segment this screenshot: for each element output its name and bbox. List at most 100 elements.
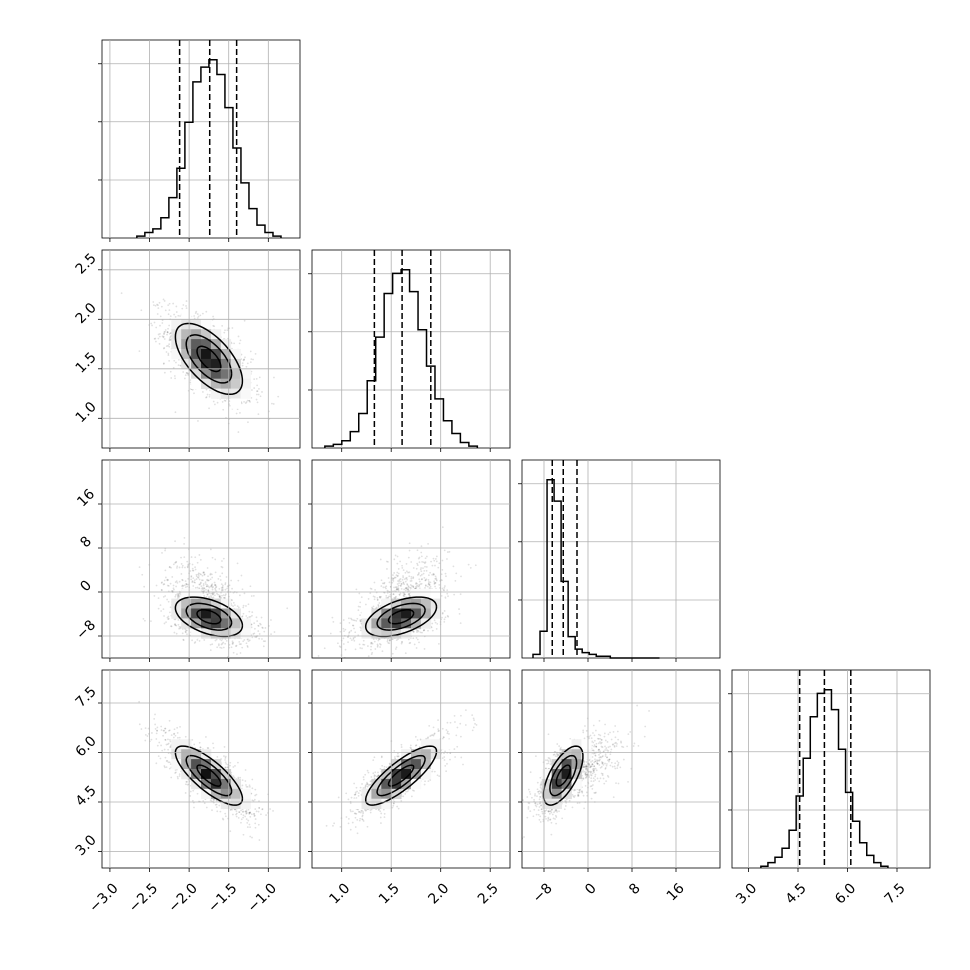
scatter-point [202, 592, 205, 595]
scatter-point [430, 560, 432, 563]
scatter-point [408, 549, 411, 552]
scatter-point [436, 622, 439, 625]
scatter-point [402, 576, 405, 579]
scatter-point [422, 561, 425, 564]
scatter-point [240, 643, 242, 645]
scatter-point [246, 362, 249, 365]
scatter-point [164, 549, 166, 552]
scatter-point [191, 580, 194, 583]
scatter-point [168, 566, 171, 568]
scatter-point [161, 322, 164, 324]
scatter-point [252, 358, 254, 361]
scatter-point [408, 593, 411, 596]
scatter-point [217, 644, 220, 647]
scatter-point [206, 579, 209, 582]
scatter-point [187, 372, 190, 375]
density-cell [430, 608, 442, 619]
scatter-point [446, 589, 449, 592]
scatter-point [353, 619, 356, 622]
scatter-point [252, 594, 255, 597]
scatter-point [197, 575, 200, 577]
scatter-point [164, 309, 167, 312]
scatter-point [164, 766, 166, 769]
scatter-point [359, 619, 362, 622]
scatter-point [212, 592, 215, 594]
scatter-point [405, 587, 407, 589]
density-cell [230, 368, 241, 380]
scatter-point [397, 584, 400, 587]
density-cell [381, 628, 392, 639]
density-cell [210, 628, 222, 639]
scatter-point [257, 413, 260, 416]
scatter-point [246, 638, 249, 641]
scatter-point [431, 564, 434, 567]
scatter-point [253, 622, 256, 625]
scatter-point [469, 566, 472, 569]
scatter-point [441, 559, 444, 562]
scatter-point [423, 569, 426, 572]
scatter-point [376, 645, 379, 648]
scatter-point [214, 558, 217, 561]
scatter-point [200, 579, 203, 582]
scatter-point [412, 576, 415, 579]
scatter-point [257, 624, 260, 627]
density-cell [191, 358, 202, 370]
scatter-point [196, 586, 199, 589]
density-cell [220, 378, 232, 389]
scatter-point [216, 401, 219, 404]
scatter-point [208, 592, 211, 595]
density-cell [191, 349, 202, 360]
density-cell [240, 368, 251, 380]
scatter-point [415, 586, 418, 589]
scatter-point [166, 578, 169, 581]
scatter-point [244, 810, 247, 813]
scatter-point [220, 586, 223, 589]
density-cell [181, 598, 192, 609]
scatter-point [159, 757, 162, 760]
scatter-point [195, 575, 198, 578]
density-cell [240, 388, 251, 399]
scatter-point [362, 639, 365, 642]
scatter-point [218, 595, 221, 598]
scatter-point [217, 643, 220, 646]
scatter-point [400, 642, 403, 645]
scatter-point [403, 593, 406, 596]
scatter-point [169, 582, 172, 585]
scatter-point [403, 595, 406, 598]
scatter-point [378, 642, 381, 645]
scatter-point [394, 648, 397, 650]
scatter-point [216, 810, 219, 813]
scatter-point [393, 558, 396, 561]
scatter-point [165, 743, 168, 746]
scatter-point [186, 585, 189, 588]
scatter-point [203, 594, 206, 597]
scatter-point [151, 732, 153, 734]
scatter-point [385, 587, 387, 590]
scatter-point [240, 353, 243, 356]
scatter-point [235, 645, 237, 648]
scatter-point [249, 350, 252, 353]
scatter-point [447, 615, 450, 618]
scatter-point [232, 813, 234, 816]
histogram-step-line [532, 479, 660, 659]
scatter-point [216, 592, 218, 595]
scatter-point [223, 331, 226, 334]
scatter-point [166, 598, 169, 601]
scatter-point [433, 580, 436, 583]
scatter-point [177, 594, 180, 597]
scatter-point [370, 645, 373, 648]
scatter-point [416, 638, 419, 641]
scatter-point [168, 332, 171, 335]
scatter-point [424, 557, 427, 560]
scatter-point [391, 581, 394, 584]
scatter-point [199, 573, 201, 575]
scatter-point [378, 595, 381, 598]
scatter-point [399, 580, 402, 583]
scatter-point [206, 584, 209, 586]
scatter-point [205, 736, 207, 738]
scatter-point [174, 769, 177, 771]
scatter-point [168, 309, 171, 312]
density-cell [191, 378, 202, 389]
panel-frame [311, 249, 511, 449]
scatter-point [158, 301, 161, 304]
